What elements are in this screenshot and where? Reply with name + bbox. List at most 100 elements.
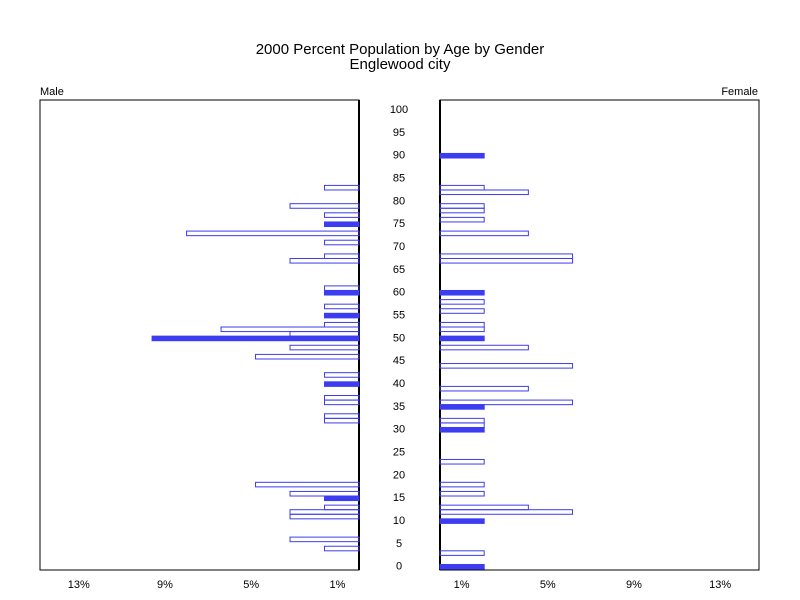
bar	[289, 536, 360, 543]
bar	[439, 257, 574, 264]
bar	[439, 422, 485, 428]
bar	[289, 257, 360, 264]
bar	[439, 289, 485, 296]
bar	[324, 372, 360, 378]
y-tick-label: 15	[393, 492, 405, 504]
bar	[324, 399, 360, 406]
chart-title: 2000 Percent Population by Age by Gender	[256, 41, 545, 58]
y-tick-label: 50	[393, 332, 405, 344]
bar	[324, 413, 360, 419]
y-tick-label: 5	[396, 538, 402, 550]
y-tick-label: 25	[393, 447, 405, 459]
bar	[324, 253, 360, 259]
bar	[439, 230, 529, 237]
bar	[439, 490, 485, 497]
x-tick-label: 1%	[454, 579, 470, 591]
x-tick-label: 1%	[329, 579, 345, 591]
bar	[289, 203, 360, 209]
bar	[439, 203, 485, 209]
bar	[324, 495, 360, 502]
bar	[439, 518, 485, 524]
bar	[439, 189, 529, 196]
bar	[324, 321, 360, 328]
y-tick-label: 90	[393, 150, 405, 162]
bar	[439, 326, 485, 333]
bar	[151, 335, 360, 342]
bar	[289, 344, 360, 351]
y-tick-label: 40	[393, 378, 405, 390]
bar	[255, 481, 360, 488]
x-tick-label: 13%	[709, 579, 731, 591]
bar	[439, 308, 485, 314]
y-tick-label: 45	[393, 355, 405, 367]
bar	[439, 335, 485, 342]
bar	[289, 513, 360, 520]
bar	[439, 299, 485, 305]
y-tick-label: 55	[393, 309, 405, 321]
bar	[289, 490, 360, 497]
x-tick-label: 9%	[626, 579, 642, 591]
y-tick-label: 10	[393, 515, 405, 527]
y-tick-label: 30	[393, 424, 405, 436]
bar	[289, 331, 360, 337]
bar	[439, 399, 574, 406]
y-tick-label: 75	[393, 218, 405, 230]
bar	[255, 353, 360, 360]
bar	[439, 363, 574, 369]
y-tick-label: 85	[393, 172, 405, 184]
bar	[439, 509, 574, 515]
x-tick-label: 9%	[157, 579, 173, 591]
bar	[439, 417, 485, 424]
bar	[439, 253, 574, 259]
bar	[439, 564, 485, 570]
bar	[439, 404, 485, 410]
y-tick-label: 35	[393, 401, 405, 413]
bar	[186, 230, 360, 237]
y-tick-label: 60	[393, 287, 405, 299]
y-tick-label: 0	[396, 561, 402, 573]
bar	[324, 239, 360, 246]
chart-subtitle: Englewood city	[350, 56, 451, 73]
bar	[439, 458, 485, 465]
panel-label: Male	[40, 86, 64, 98]
panel-label: Female	[721, 86, 758, 98]
bar	[439, 481, 485, 488]
bar	[324, 312, 360, 319]
bar	[324, 221, 360, 228]
y-tick-label: 100	[390, 104, 408, 116]
x-tick-label: 13%	[68, 579, 90, 591]
bar	[324, 504, 360, 511]
x-tick-label: 5%	[540, 579, 556, 591]
bar	[324, 545, 360, 552]
bar	[439, 321, 485, 328]
bar	[324, 417, 360, 424]
y-tick-label: 20	[393, 469, 405, 481]
x-tick-label: 5%	[243, 579, 259, 591]
bar	[324, 184, 360, 191]
bar	[439, 216, 485, 223]
bar	[439, 550, 485, 556]
bar	[324, 212, 360, 218]
bar	[439, 385, 529, 392]
bar	[439, 152, 485, 159]
bar	[439, 344, 529, 351]
bar	[289, 509, 360, 515]
bar	[324, 395, 360, 401]
y-tick-label: 70	[393, 241, 405, 253]
female-panel	[439, 99, 760, 571]
y-tick-label: 95	[393, 127, 405, 139]
bar	[439, 184, 485, 191]
bar	[324, 285, 360, 291]
y-tick-label: 80	[393, 195, 405, 207]
bar	[324, 381, 360, 387]
male-panel	[39, 99, 360, 571]
y-tick-label: 65	[393, 264, 405, 276]
bar	[324, 303, 360, 310]
bar	[439, 207, 485, 214]
bar	[439, 504, 529, 511]
bar	[324, 289, 360, 296]
bar	[220, 326, 360, 333]
bar	[439, 426, 485, 433]
